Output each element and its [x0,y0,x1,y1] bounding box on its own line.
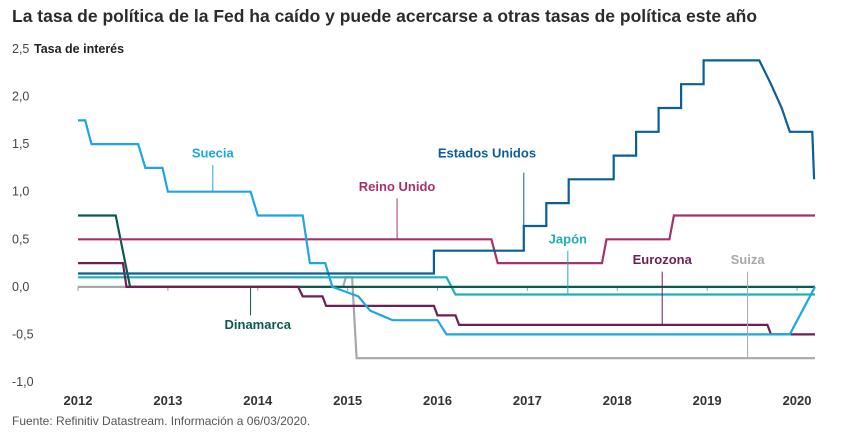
x-tick-label: 2016 [423,393,452,408]
x-tick-label: 2013 [153,393,182,408]
series-label-reino-unido: Reino Unido [359,179,436,194]
x-tick-label: 2020 [783,393,812,408]
y-axis-label: Tasa de interés [34,42,124,56]
y-tick-label: 0,5 [12,232,29,246]
series-label-suecia: Suecia [192,146,235,161]
y-tick-label: -0,5 [12,327,34,341]
y-tick-label: 2,5 [12,42,29,56]
x-tick-label: 2012 [64,393,93,408]
series-label-dinamarca: Dinamarca [225,317,292,332]
series-line-suiza [78,276,815,360]
series-label-estados-unidos: Estados Unidos [438,146,536,161]
x-tick-label: 2017 [513,393,542,408]
series-line-dinamarca [78,214,815,288]
series-label-suiza: Suiza [731,252,766,267]
chart-title: La tasa de política de la Fed ha caído y… [12,6,758,26]
series-label-eurozona: Eurozona [633,252,693,267]
series-label-japón: Japón [549,231,587,246]
series-line-suecia [78,119,816,336]
y-tick-label: 1,0 [12,185,29,199]
x-tick-label: 2014 [243,393,273,408]
series-line-reino-unido [78,214,815,265]
source-note: Fuente: Refinitiv Datastream. Informació… [12,414,311,428]
x-tick-label: 2018 [603,393,632,408]
y-tick-label: 2,0 [12,90,29,104]
series-line-eurozona [78,262,815,336]
y-tick-label: -1,0 [12,375,34,389]
x-tick-label: 2019 [693,393,722,408]
y-tick-label: 0,0 [12,280,29,294]
x-tick-label: 2015 [333,393,362,408]
y-tick-label: 1,5 [12,137,29,151]
series-line-estados-unidos [78,59,816,275]
